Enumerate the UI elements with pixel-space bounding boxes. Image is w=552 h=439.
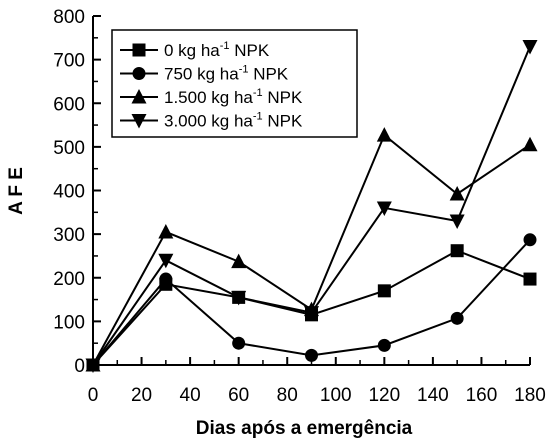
legend-entry: 750 kg ha-1 NPK (120, 64, 289, 84)
triangle-up-marker (449, 185, 465, 201)
circle-marker (232, 336, 246, 350)
circle-marker (132, 67, 146, 80)
x-tick-label: 120 (368, 385, 400, 406)
y-tick-label: 700 (53, 51, 85, 72)
legend-label: 0 kg ha-1 NPK (164, 40, 270, 60)
x-tick-label: 40 (180, 385, 201, 406)
y-tick-label: 500 (53, 138, 85, 159)
legend-entries: 0 kg ha-1 NPK 750 kg ha-1 NPK 1.500 kg ha-… (120, 40, 303, 131)
triangle-down-marker (231, 290, 247, 306)
y-tick-label: 300 (53, 225, 85, 246)
series-3 (85, 127, 538, 372)
y-axis-title: A F E (6, 167, 27, 215)
square-marker (450, 244, 464, 258)
legend-label: 1.500 kg ha-1 NPK (164, 87, 303, 107)
circle-marker (523, 233, 537, 247)
triangle-up-marker (158, 223, 174, 239)
legend-entry: 3.000 kg ha-1 NPK (120, 111, 303, 131)
series-4 (85, 40, 538, 373)
x-tick-label: 60 (228, 385, 249, 406)
x-axis-ticks: 0 20 40 60 80 100 120 140 160 180 (88, 357, 546, 406)
circle-marker (450, 311, 464, 325)
y-tick-label: 0 (74, 356, 85, 377)
x-axis-title: Dias após a emergência (196, 418, 413, 439)
triangle-down-marker (131, 114, 147, 129)
triangle-down-marker (376, 201, 392, 216)
series-layer (85, 40, 538, 373)
y-tick-label: 200 (53, 269, 85, 290)
triangle-down-marker (304, 306, 319, 321)
circle-marker (305, 348, 318, 362)
x-tick-label: 140 (417, 385, 449, 406)
y-tick-label: 800 (53, 7, 85, 28)
series-2 (86, 233, 537, 372)
triangle-down-marker (449, 214, 465, 230)
legend-label: 750 kg ha-1 NPK (164, 64, 289, 84)
square-marker (377, 284, 391, 298)
series-line (92, 133, 531, 366)
x-tick-label: 0 (88, 385, 99, 406)
y-axis-ticks: 0 100 200 300 400 500 600 700 800 (53, 7, 101, 377)
legend-label: 3.000 kg ha-1 NPK (164, 111, 303, 131)
triangle-down-marker (158, 253, 174, 269)
legend-entry: 1.500 kg ha-1 NPK (120, 87, 303, 107)
legend-box (111, 29, 358, 138)
circle-marker (159, 272, 173, 286)
x-tick-label: 100 (320, 385, 352, 406)
y-tick-label: 600 (53, 94, 85, 115)
triangle-up-marker (231, 253, 247, 269)
triangle-down-marker (522, 40, 538, 55)
triangle-up-marker (376, 127, 392, 142)
square-marker (523, 272, 537, 286)
y-tick-label: 400 (53, 182, 85, 203)
legend-entry: 0 kg ha-1 NPK (120, 40, 270, 60)
triangle-down-marker (85, 358, 101, 373)
x-tick-label: 180 (514, 385, 546, 406)
circle-marker (377, 338, 391, 352)
x-tick-label: 80 (277, 385, 298, 406)
triangle-up-marker (131, 89, 147, 104)
x-tick-label: 160 (466, 385, 498, 406)
triangle-up-marker (522, 136, 538, 152)
plot-area: 0 100 200 300 400 500 600 700 800 0 20 40 60 80 100 12… (53, 7, 546, 406)
legend: 0 kg ha-1 NPK 750 kg ha-1 NPK 1.500 kg ha-… (111, 29, 358, 138)
y-tick-label: 100 (53, 312, 85, 333)
x-tick-label: 20 (131, 385, 152, 406)
square-marker (132, 43, 146, 57)
